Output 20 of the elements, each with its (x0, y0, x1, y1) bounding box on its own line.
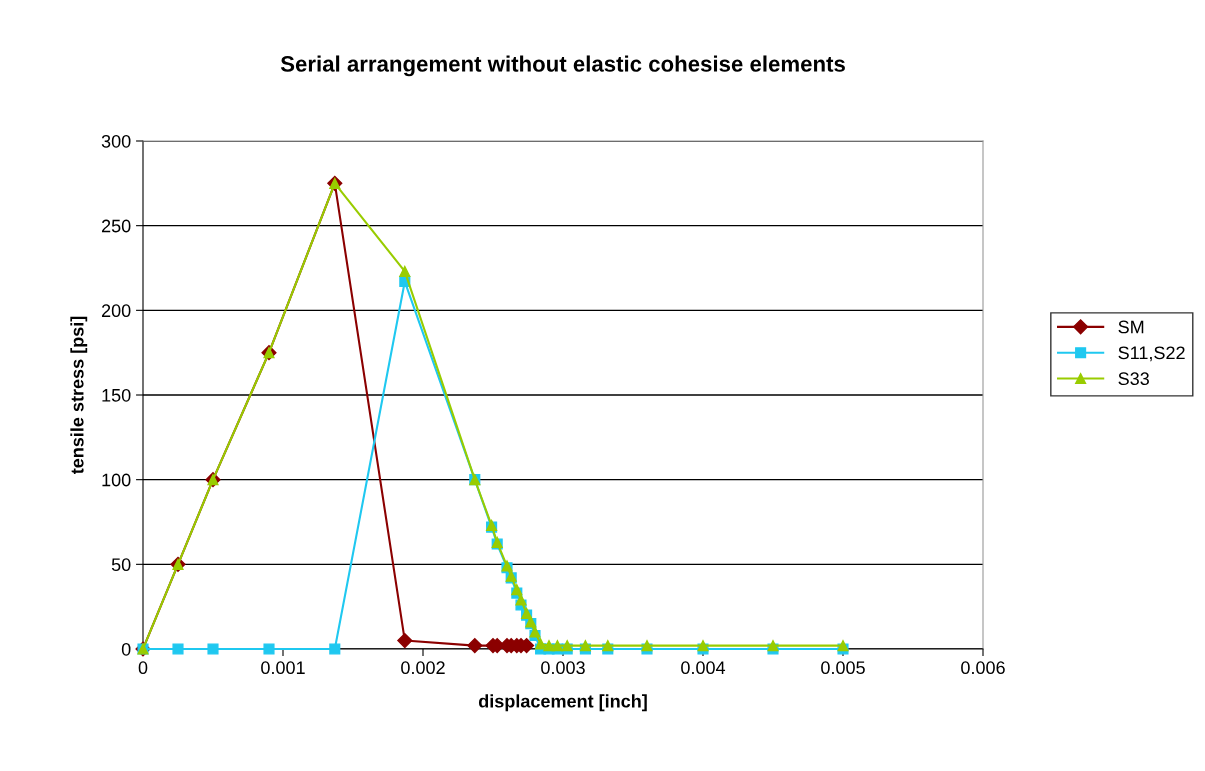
x-tick-label: 0.005 (821, 661, 865, 675)
y-tick-label: 200 (101, 304, 131, 318)
chart-title: Serial arrangement without elastic cohesise elements (280, 55, 845, 77)
legend-label: S33 (1118, 372, 1149, 386)
y-axis-title: tensile stress [psi] (70, 316, 88, 475)
x-tick-label: 0.002 (401, 661, 445, 675)
y-tick-label: 300 (101, 134, 131, 148)
y-tick-label: 150 (102, 388, 131, 402)
x-tick-label: 0 (138, 661, 148, 675)
x-tick-label: 0.003 (541, 661, 585, 675)
x-tick-label: 0.006 (961, 661, 1005, 675)
y-tick-label: 100 (102, 473, 131, 487)
legend-label: S11,S22 (1118, 346, 1185, 362)
y-tick-label: 250 (101, 219, 131, 233)
x-axis-title: displacement [inch] (478, 694, 647, 712)
x-tick-label: 0.004 (681, 661, 726, 675)
y-tick-label: 50 (111, 558, 131, 572)
legend-label: SM (1118, 320, 1144, 334)
x-tick-label: 0.001 (261, 661, 305, 675)
y-tick-label: 0 (121, 642, 131, 656)
